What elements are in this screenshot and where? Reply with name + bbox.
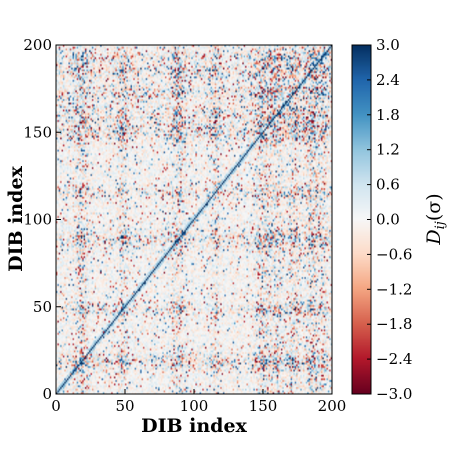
colorbar-title: Dij(σ) <box>423 193 448 245</box>
colorbar-tick-label: 1.2 <box>376 141 400 159</box>
colorbar-tick-label: 0.6 <box>376 176 400 194</box>
y-tick-label: 150 <box>23 123 52 141</box>
colorbar-tick-label: −3.0 <box>376 385 412 403</box>
y-tick-label: 0 <box>42 385 52 403</box>
x-axis: 0 50 100 150 200 <box>51 389 346 415</box>
x-tick-label: 150 <box>249 397 278 415</box>
colorbar-tick-label: 0.0 <box>376 211 400 229</box>
heatmap-matrix <box>56 45 332 394</box>
x-tick-label: 50 <box>115 397 134 415</box>
colorbar-tick-label: −1.8 <box>376 315 412 333</box>
colorbar-tick-label: 1.8 <box>376 106 400 124</box>
colorbar-title-arg: (σ) <box>423 193 445 221</box>
x-tick-label: 0 <box>51 397 61 415</box>
y-tick-label: 50 <box>33 298 52 316</box>
y-tick-label: 100 <box>23 211 52 229</box>
y-axis: 0 50 100 150 200 <box>23 36 61 403</box>
colorbar-tick-label: −1.2 <box>376 280 412 298</box>
x-axis-title: DIB index <box>141 415 247 437</box>
colorbar-ticks: −3.0 −2.4 −1.8 −1.2 −0.6 0.0 0.6 1.2 1.8 2.4 3.0 <box>367 36 412 403</box>
colorbar-title-main: D <box>423 229 445 245</box>
colorbar-tick-label: −0.6 <box>376 245 412 263</box>
colorbar-tick-label: 3.0 <box>376 36 400 54</box>
x-tick-label: 200 <box>318 397 347 415</box>
colorbar-tick-label: 2.4 <box>376 71 400 89</box>
colorbar-tick-label: −2.4 <box>376 350 412 368</box>
x-tick-label: 100 <box>180 397 209 415</box>
y-tick-label: 200 <box>23 36 52 54</box>
colorbar-gradient <box>352 45 371 394</box>
y-axis-title: DIB index <box>5 165 27 271</box>
colorbar-title-sub: ij <box>433 221 448 229</box>
